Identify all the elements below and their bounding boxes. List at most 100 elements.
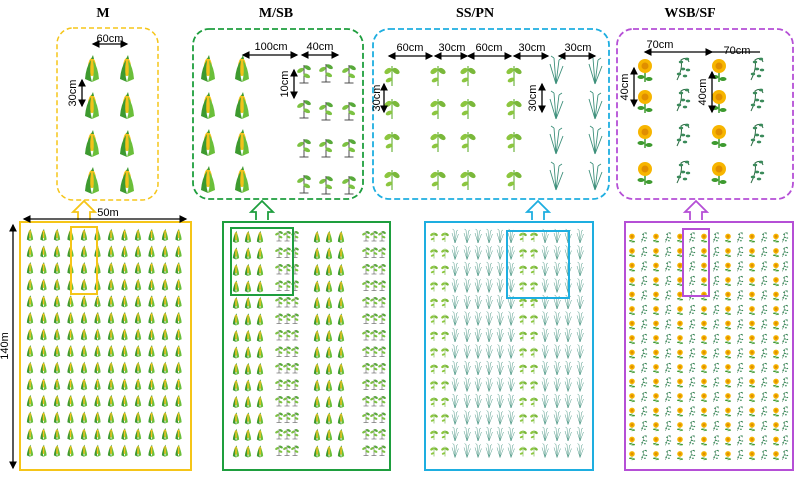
field-sunflower-plant <box>749 378 755 388</box>
field-maize-plant <box>161 262 169 275</box>
field-soybean-plant <box>370 379 378 390</box>
field-maize-plant <box>337 263 345 276</box>
field-pennisetum-plant <box>485 360 493 376</box>
field-maize-plant <box>256 445 264 458</box>
field-sweet-sorghum-plant <box>441 364 449 374</box>
field-sweet-sorghum-plant <box>430 397 438 407</box>
zoom-soybean-plant <box>297 99 311 119</box>
m-zoom-arrow <box>70 199 98 220</box>
field-sunflower-plant <box>773 320 779 330</box>
field-pennisetum-plant <box>451 228 459 244</box>
field-maize-plant <box>175 295 182 308</box>
field-maize-plant <box>80 394 88 407</box>
field-sunflower-plant <box>653 393 659 403</box>
field-winged-bean-plant <box>665 275 672 287</box>
field-sweet-sorghum-plant <box>530 347 538 358</box>
field-soybean-plant <box>275 231 283 242</box>
field-maize-plant <box>80 311 88 324</box>
field-winged-bean-plant <box>689 406 696 417</box>
field-maize-plant <box>80 328 88 341</box>
field-sweet-sorghum-plant <box>430 314 438 325</box>
zoom-sunflower-plant <box>637 162 653 185</box>
zoom-winged-bean-plant <box>676 57 691 81</box>
field-winged-bean-plant <box>641 246 648 258</box>
field-pennisetum-plant <box>496 377 504 392</box>
field-sunflower-plant <box>701 436 707 446</box>
msb-highlight <box>230 227 294 296</box>
field-maize-plant <box>80 295 88 308</box>
field-pennisetum-plant <box>553 443 561 458</box>
field-sweet-sorghum-plant <box>530 248 538 259</box>
field-maize-plant <box>256 313 264 326</box>
field-pennisetum-plant <box>507 278 515 293</box>
field-pennisetum-plant <box>451 393 459 409</box>
field-maize-plant <box>26 228 34 241</box>
field-soybean-plant <box>275 396 283 407</box>
field-sunflower-plant <box>773 248 779 258</box>
field-maize-plant <box>121 378 128 391</box>
field-soybean-plant <box>275 429 283 440</box>
field-sunflower-plant <box>677 378 683 388</box>
field-winged-bean-plant <box>689 449 696 461</box>
field-winged-bean-plant <box>689 435 696 446</box>
wsb-spacing-70a: 70cm <box>647 39 674 51</box>
field-maize-plant <box>67 394 74 407</box>
field-pennisetum-plant <box>474 393 482 409</box>
field-sweet-sorghum-plant <box>519 331 527 341</box>
field-pennisetum-plant <box>507 344 515 359</box>
field-pennisetum-plant <box>553 344 561 359</box>
field-soybean-plant <box>283 379 291 390</box>
field-maize-plant <box>107 428 115 441</box>
zoom-maize-plant <box>85 55 99 82</box>
field-soybean-plant <box>370 445 378 456</box>
field-winged-bean-plant <box>665 449 672 461</box>
sspn-spacing-60a: 60cm <box>397 42 424 54</box>
field-soybean-plant <box>283 247 291 258</box>
field-maize-plant <box>161 295 169 308</box>
field-soybean-plant <box>378 363 386 374</box>
field-winged-bean-plant <box>689 420 696 432</box>
field-winged-bean-plant <box>665 377 672 388</box>
field-winged-bean-plant <box>713 232 720 243</box>
field-sunflower-plant <box>749 248 755 258</box>
field-soybean-plant <box>370 231 378 242</box>
field-winged-bean-plant <box>761 348 768 359</box>
zoom-pennisetum-plant <box>588 90 603 120</box>
field-maize-plant <box>256 412 264 425</box>
zoom-maize-plant <box>235 92 249 119</box>
field-winged-bean-plant <box>782 449 789 461</box>
sspn-spacing-30v: 30cm <box>371 85 383 112</box>
field-maize-plant <box>53 411 61 424</box>
field-sunflower-plant <box>629 335 635 345</box>
field-maize-plant <box>232 395 240 408</box>
field-sunflower-plant <box>725 306 731 316</box>
field-winged-bean-plant <box>713 406 720 417</box>
field-winged-bean-plant <box>737 319 744 330</box>
field-pennisetum-plant <box>541 261 549 277</box>
field-maize-plant <box>232 313 240 326</box>
field-soybean-plant <box>370 363 378 374</box>
field-pennisetum-plant <box>576 410 584 425</box>
field-maize-plant <box>80 428 88 441</box>
field-sunflower-plant <box>629 277 635 287</box>
field-maize-plant <box>94 295 101 308</box>
field-maize-plant <box>232 296 240 309</box>
field-maize-plant <box>244 362 252 375</box>
field-maize-plant <box>134 394 142 407</box>
field-soybean-plant <box>362 231 370 242</box>
field-maize-plant <box>80 361 88 374</box>
field-soybean-plant <box>275 264 283 275</box>
field-pennisetum-plant <box>576 327 584 343</box>
field-maize-plant <box>53 444 61 457</box>
field-maize-plant <box>134 278 142 291</box>
field-sunflower-plant <box>701 248 707 258</box>
zoom-sweet-sorghum-plant <box>430 132 446 152</box>
field-maize-plant <box>121 345 128 358</box>
zoom-soybean-plant <box>319 101 333 121</box>
field-winged-bean-plant <box>641 449 648 461</box>
field-soybean-plant <box>291 429 299 440</box>
field-maize-plant <box>80 228 88 241</box>
field-maize-plant <box>107 262 115 275</box>
